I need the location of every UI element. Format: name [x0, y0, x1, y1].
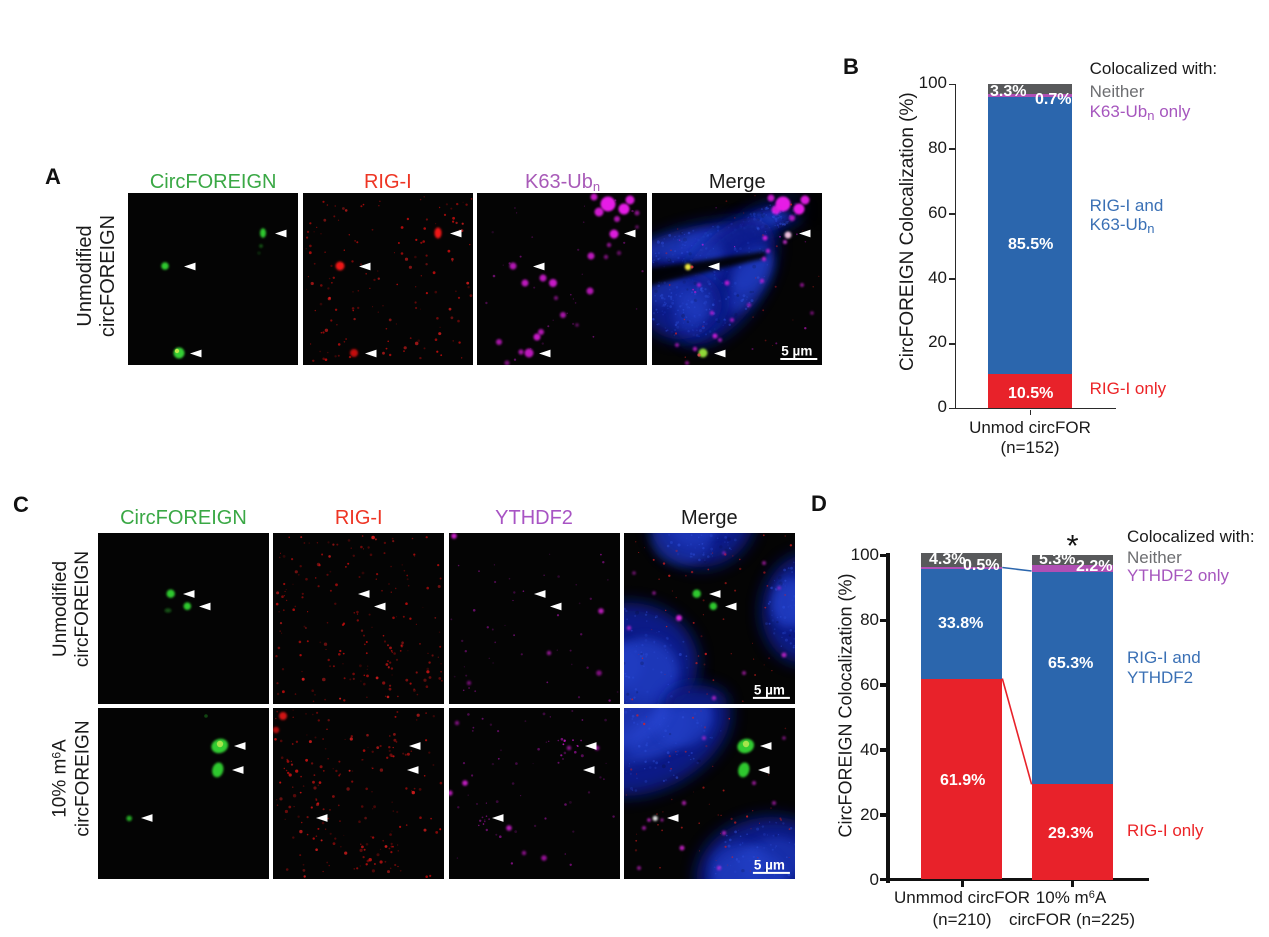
svg-text:5 µm: 5 µm [781, 343, 812, 358]
svg-text:5 µm: 5 µm [754, 682, 785, 697]
svg-text:5 µm: 5 µm [754, 857, 785, 872]
